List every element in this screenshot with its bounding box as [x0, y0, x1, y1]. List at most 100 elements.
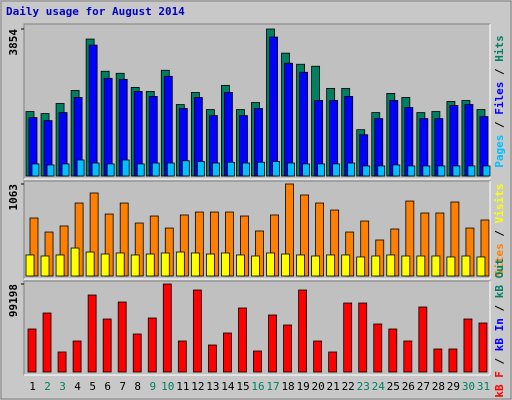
bar: [302, 163, 310, 177]
bar: [347, 162, 356, 177]
bar: [449, 105, 459, 177]
bar: [130, 254, 140, 277]
bar: [76, 159, 85, 177]
legend-entry: Pages: [493, 135, 506, 168]
x-tick-label: 10: [161, 380, 174, 393]
bar: [211, 162, 220, 177]
bar: [236, 254, 245, 277]
bar: [196, 161, 205, 177]
bar: [268, 314, 277, 373]
bar: [464, 104, 474, 177]
bar: [317, 163, 326, 177]
x-tick-label: 16: [251, 380, 264, 393]
bar: [207, 344, 217, 373]
legend: Pages / Files / Hits: [493, 35, 506, 168]
legend-entry: Hits: [493, 35, 506, 62]
legend-separator: /: [493, 115, 506, 135]
bar: [133, 91, 143, 177]
bar: [446, 256, 456, 277]
bar: [341, 254, 351, 277]
bar: [482, 165, 491, 177]
bar: [102, 318, 112, 373]
bar: [25, 254, 35, 277]
legend-separator: /: [493, 351, 506, 371]
bar: [311, 255, 321, 277]
bar: [467, 165, 476, 177]
x-tick-label: 4: [74, 380, 81, 393]
bar: [371, 255, 381, 277]
bar: [181, 160, 190, 177]
bar: [266, 252, 275, 277]
x-tick-label: 6: [104, 380, 111, 393]
bar: [299, 71, 308, 177]
bar: [251, 255, 260, 277]
bar: [418, 306, 428, 373]
bar: [296, 254, 305, 277]
x-tick-label: 28: [432, 380, 445, 393]
bar: [162, 283, 172, 373]
bar: [269, 36, 278, 177]
x-tick-label: 1: [29, 380, 36, 393]
x-tick-label: 9: [149, 380, 156, 393]
x-tick-label: 22: [342, 380, 355, 393]
bar: [40, 255, 50, 277]
bar: [117, 301, 127, 373]
bar: [313, 340, 323, 373]
bar: [31, 163, 40, 177]
bar: [46, 164, 55, 177]
x-tick-label: 3: [59, 380, 66, 393]
bar: [332, 163, 341, 177]
x-tick-label: 15: [236, 380, 249, 393]
bar: [175, 251, 185, 277]
legend-separator: /: [493, 223, 506, 243]
y-tick-label: 3854: [7, 29, 20, 56]
legend-entry: Visits: [493, 184, 506, 224]
bar: [115, 252, 125, 277]
bar: [136, 163, 145, 177]
legend-entry: kB F: [493, 371, 506, 398]
legend-entry: Files: [493, 82, 506, 115]
x-tick-label: 14: [221, 380, 235, 393]
x-tick-label: 23: [357, 380, 370, 393]
bar: [85, 251, 95, 277]
bar: [452, 165, 461, 177]
bar: [437, 165, 446, 177]
legend: kB F / kB In / kB Out: [493, 258, 506, 397]
bar: [362, 165, 371, 177]
x-tick-label: 7: [119, 380, 126, 393]
x-tick-label: 20: [312, 380, 325, 393]
bar: [253, 350, 262, 373]
x-tick-label: 2: [44, 380, 51, 393]
bar: [132, 333, 142, 373]
bar: [388, 328, 398, 373]
bar: [205, 253, 215, 277]
bar: [257, 161, 265, 177]
bar: [433, 348, 443, 373]
bar: [284, 62, 293, 177]
x-tick-label: 5: [89, 380, 96, 393]
bar: [57, 351, 67, 373]
bar: [106, 163, 115, 177]
bar: [55, 254, 65, 277]
x-tick-label: 13: [206, 380, 219, 393]
legend-entry: kB In: [493, 318, 506, 351]
bar: [298, 289, 307, 373]
bar: [163, 75, 173, 177]
bar: [238, 307, 247, 373]
bar: [160, 252, 170, 277]
x-tick-label: 11: [176, 380, 189, 393]
bar: [87, 294, 97, 373]
x-tick-label: 29: [447, 380, 460, 393]
x-tick-label: 8: [134, 380, 141, 393]
bar: [343, 302, 353, 373]
bar: [328, 351, 338, 373]
bar: [287, 162, 295, 177]
bar: [401, 255, 411, 277]
legend: Sites / Visits: [493, 184, 506, 277]
bar: [177, 340, 187, 373]
bar: [145, 253, 155, 277]
bar: [272, 161, 280, 177]
y-tick-label: 1063: [7, 184, 20, 211]
bar: [151, 162, 160, 177]
